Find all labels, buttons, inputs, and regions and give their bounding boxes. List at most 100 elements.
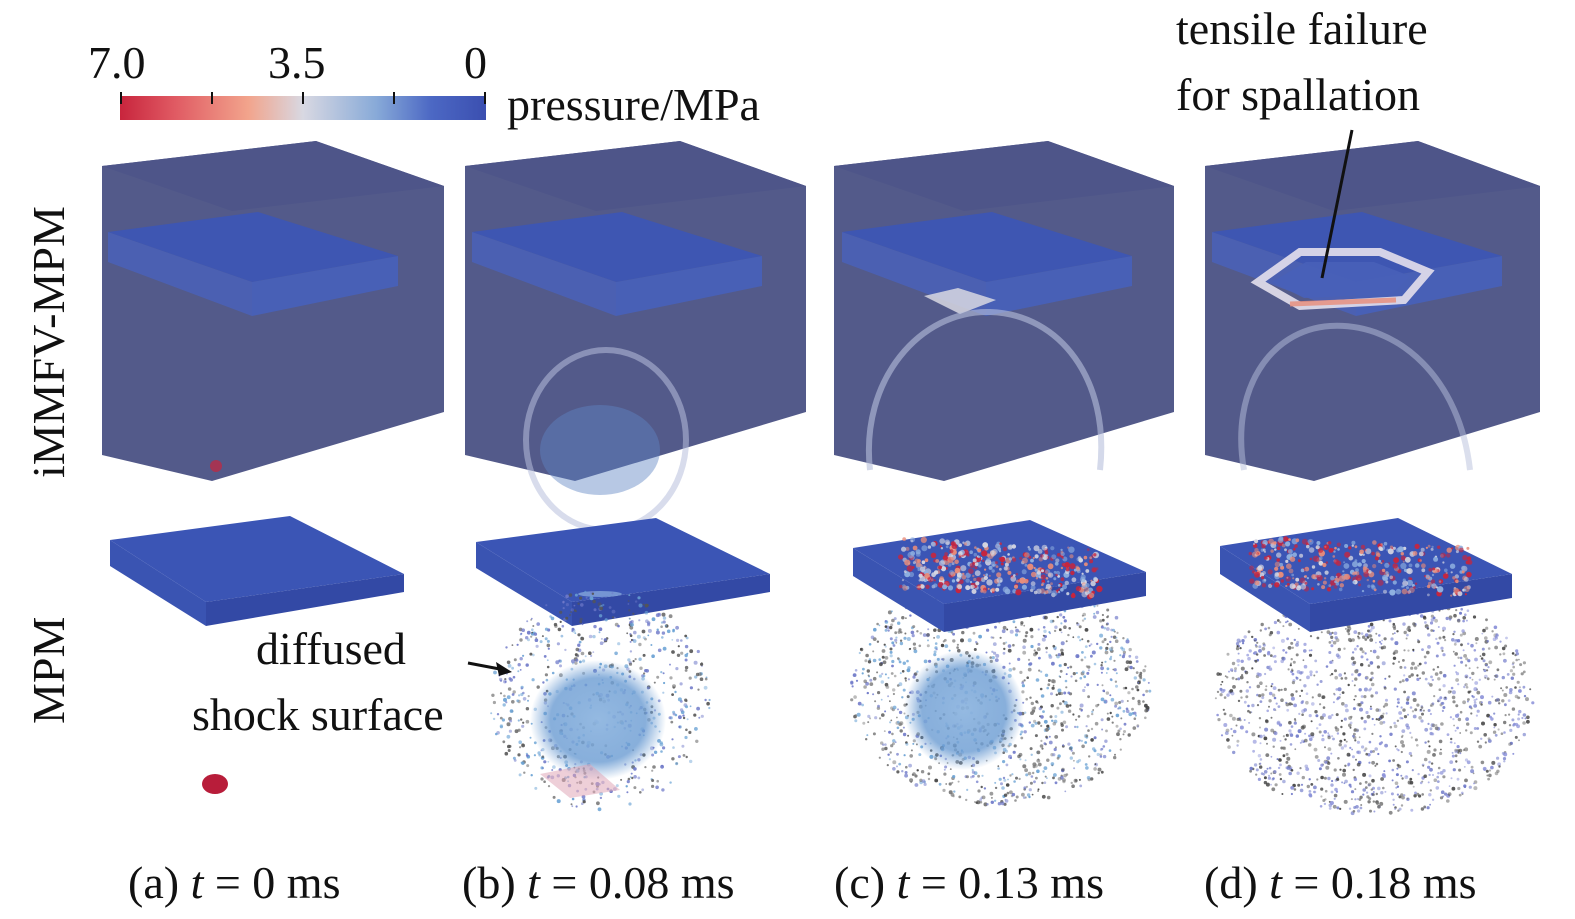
particle (1047, 683, 1051, 687)
particle (1263, 780, 1268, 785)
particle (866, 734, 869, 737)
particle (547, 647, 550, 650)
stress-particle (1093, 577, 1099, 582)
stress-particle (912, 545, 918, 551)
particle (1403, 794, 1406, 797)
particle (1401, 729, 1406, 733)
stress-particle (1032, 556, 1035, 560)
particle (1272, 646, 1276, 650)
particle (1104, 650, 1109, 655)
particle (1116, 631, 1119, 635)
particle (857, 701, 862, 706)
stress-particle (1344, 551, 1351, 558)
particle (1128, 654, 1132, 658)
particle (1076, 655, 1080, 658)
particle (1468, 705, 1472, 709)
particle (1056, 706, 1060, 710)
particle (1125, 660, 1130, 664)
particle (514, 729, 519, 734)
particle (1077, 715, 1081, 718)
stress-particle (1030, 581, 1036, 587)
caption-d: (d) t = 0.18 ms (1204, 856, 1477, 909)
stress-particle (1421, 563, 1426, 569)
particle (1311, 702, 1315, 706)
particle (1271, 693, 1276, 697)
particle (1384, 677, 1387, 680)
particle (517, 663, 521, 667)
particle (891, 641, 895, 645)
particle (1336, 732, 1340, 735)
particle (1289, 732, 1293, 736)
particle (1122, 733, 1125, 736)
stress-particle (1334, 546, 1337, 550)
stress-particle (1064, 562, 1070, 568)
particle (1376, 655, 1380, 660)
particle (905, 742, 909, 746)
particle (672, 629, 675, 633)
particle (1442, 635, 1446, 639)
particle (938, 782, 942, 786)
particle (901, 770, 904, 773)
particle (698, 672, 702, 677)
particle (1282, 779, 1286, 784)
stress-particle (1058, 587, 1061, 591)
stress-particle (1045, 569, 1051, 575)
particle (1358, 703, 1362, 707)
particle (1092, 709, 1095, 711)
particle (1114, 704, 1118, 708)
particle (1467, 690, 1471, 694)
particle (1042, 710, 1045, 713)
particle (1402, 659, 1405, 662)
stress-particle (1309, 557, 1313, 561)
particle (1369, 638, 1374, 642)
particle (1403, 649, 1406, 652)
stress-particle (920, 584, 925, 589)
particle (1462, 649, 1465, 652)
particle (582, 800, 586, 804)
particle (604, 618, 608, 622)
particle (552, 795, 556, 799)
particle (1003, 793, 1008, 797)
particle (1301, 700, 1305, 703)
particle (1518, 686, 1521, 689)
particle (669, 663, 671, 666)
particle (1114, 680, 1118, 683)
particle (1350, 798, 1353, 801)
particle (1006, 791, 1010, 795)
particle (1329, 660, 1333, 664)
particle (1399, 665, 1403, 669)
particle (1402, 622, 1406, 626)
stress-particle (1252, 542, 1256, 546)
particle (499, 692, 503, 695)
particle (971, 774, 975, 778)
cube-b-top (465, 141, 806, 211)
particle (662, 620, 666, 624)
particle (1308, 653, 1313, 657)
particle (1474, 637, 1479, 641)
particle (577, 643, 581, 647)
particle (661, 631, 666, 635)
particle (645, 669, 649, 673)
particle (535, 637, 538, 639)
stress-particle (1002, 546, 1008, 552)
particle (1393, 687, 1397, 691)
particle (1256, 704, 1260, 707)
particle (698, 716, 701, 719)
particle (1297, 729, 1302, 734)
particle (1377, 752, 1380, 756)
particle (671, 639, 674, 641)
particle (1361, 745, 1365, 749)
particle (1021, 684, 1025, 688)
particle (1450, 741, 1453, 744)
particle (1034, 764, 1038, 768)
particle (1051, 686, 1055, 690)
stress-particle (1354, 571, 1360, 576)
particle (989, 791, 994, 796)
particle (1230, 691, 1235, 696)
particle (1053, 629, 1057, 633)
particle (923, 782, 927, 787)
particle (979, 798, 983, 802)
stress-particle (1437, 586, 1444, 593)
stress-particle (1273, 541, 1277, 545)
stress-particle (918, 579, 921, 582)
